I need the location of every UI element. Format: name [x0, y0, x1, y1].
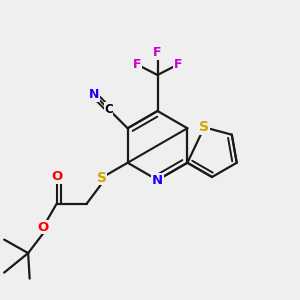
- Text: F: F: [174, 58, 182, 71]
- Text: N: N: [152, 173, 163, 187]
- Text: S: S: [97, 171, 106, 185]
- Text: F: F: [133, 58, 141, 71]
- Text: N: N: [89, 88, 99, 101]
- Text: O: O: [51, 170, 62, 183]
- Text: O: O: [38, 220, 49, 234]
- Text: F: F: [153, 46, 162, 59]
- Text: S: S: [199, 120, 209, 134]
- Text: C: C: [104, 103, 113, 116]
